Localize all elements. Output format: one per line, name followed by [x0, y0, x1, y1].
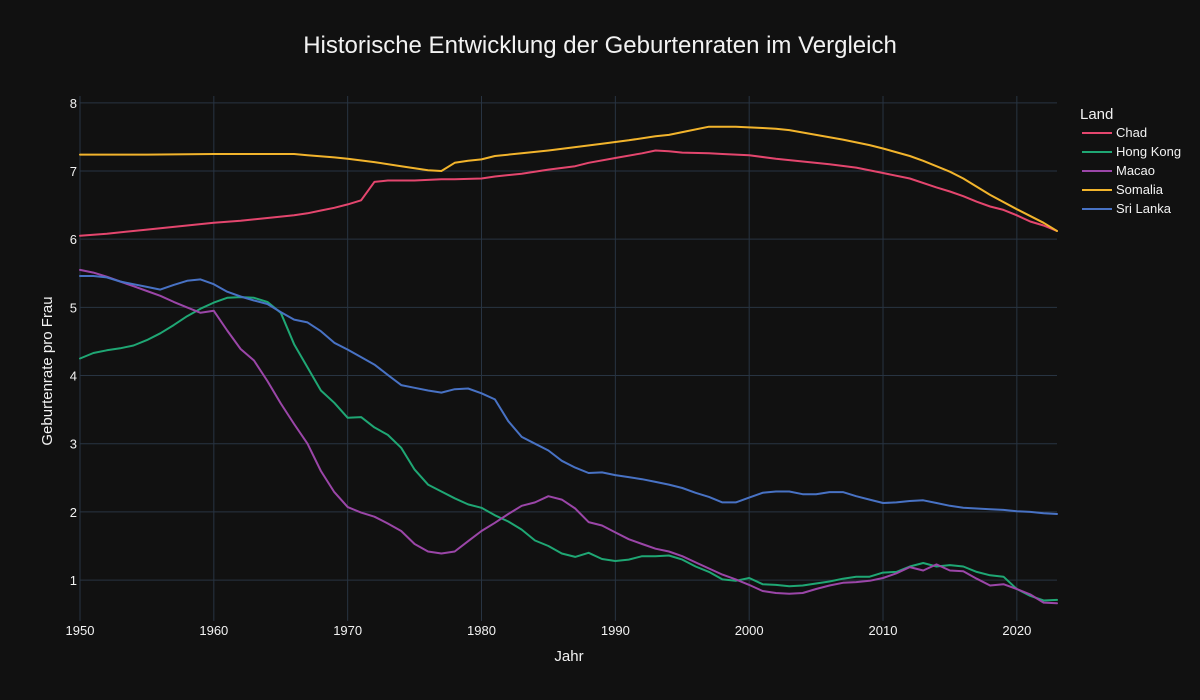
- series-line-somalia: [79, 125, 1058, 232]
- legend-item-hong-kong[interactable]: Hong Kong: [1082, 144, 1181, 159]
- x-tick-label: 1950: [66, 623, 95, 638]
- legend-label: Macao: [1116, 163, 1155, 178]
- y-tick-label: 8: [70, 96, 77, 111]
- legend-label: Somalia: [1116, 182, 1164, 197]
- y-tick-labels: 1 2 3 4 5 6 7 8: [70, 96, 77, 588]
- series-line-macao: [79, 268, 1058, 605]
- y-tick-label: 4: [70, 369, 77, 384]
- chart-title: Historische Entwicklung der Geburtenrate…: [303, 32, 897, 59]
- legend-item-chad[interactable]: Chad: [1082, 125, 1147, 140]
- y-tick-label: 7: [70, 164, 77, 179]
- legend-item-sri-lanka[interactable]: Sri Lanka: [1082, 201, 1172, 216]
- legend[interactable]: Land Chad Hong Kong Macao Somalia Sri Lanka: [1080, 106, 1181, 216]
- x-tick-labels: 1950 1960 1970 1980 1990 2000 2010 2020: [66, 623, 1032, 638]
- x-tick-label: 2000: [735, 623, 764, 638]
- x-axis-label: Jahr: [554, 648, 583, 665]
- y-axis-label: Geburtenrate pro Frau: [39, 296, 56, 445]
- y-gridlines: [80, 102, 1057, 581]
- series-line-sri-lanka: [79, 275, 1058, 515]
- x-tick-label: 1960: [199, 623, 228, 638]
- x-tick-label: 1990: [601, 623, 630, 638]
- y-tick-label: 3: [70, 437, 77, 452]
- legend-item-macao[interactable]: Macao: [1082, 163, 1155, 178]
- legend-title: Land: [1080, 106, 1113, 123]
- y-tick-label: 1: [70, 573, 77, 588]
- legend-label: Chad: [1116, 125, 1147, 140]
- legend-item-somalia[interactable]: Somalia: [1082, 182, 1164, 197]
- series-lines: [79, 125, 1058, 605]
- x-tick-label: 2010: [869, 623, 898, 638]
- legend-label: Sri Lanka: [1116, 201, 1172, 216]
- legend-label: Hong Kong: [1116, 144, 1181, 159]
- x-tick-label: 1970: [333, 623, 362, 638]
- series-line-chad: [79, 149, 1058, 237]
- legend-items[interactable]: Chad Hong Kong Macao Somalia Sri Lanka: [1082, 125, 1181, 216]
- x-tick-label: 1980: [467, 623, 496, 638]
- y-tick-label: 6: [70, 232, 77, 247]
- y-tick-label: 5: [70, 300, 77, 315]
- x-tick-label: 2020: [1002, 623, 1031, 638]
- y-tick-label: 2: [70, 505, 77, 520]
